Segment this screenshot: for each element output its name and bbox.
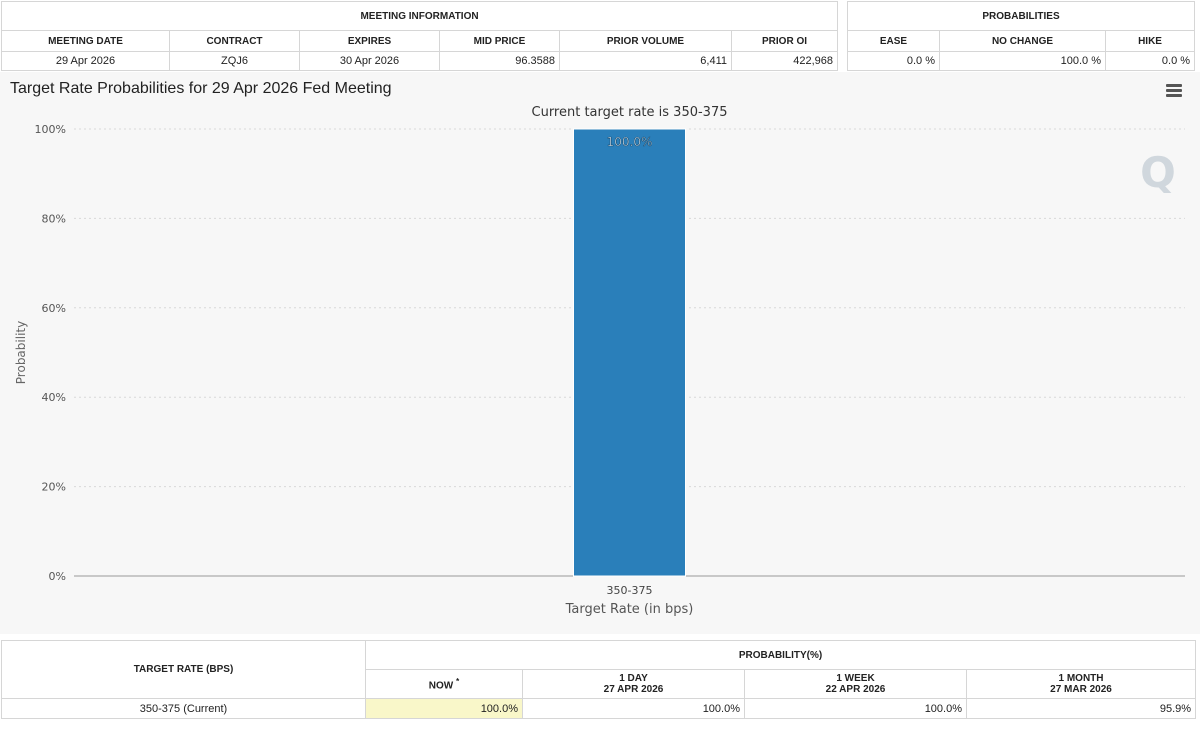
meeting-date-value: 29 Apr 2026 [1, 51, 170, 71]
now-value: 100.0% [365, 698, 523, 719]
chart-panel: Target Rate Probabilities for 29 Apr 202… [0, 72, 1200, 634]
col-ease: EASE [847, 30, 940, 52]
table-row: 350-375 (Current) 100.0% 100.0% 100.0% 9… [1, 698, 1197, 719]
y-tick-label: 60% [42, 302, 66, 315]
y-axis-title: Probability [14, 321, 28, 384]
y-tick-label: 20% [42, 481, 66, 494]
no-change-value: 100.0 % [939, 51, 1106, 71]
col-1-week: 1 WEEK 22 APR 2026 [744, 669, 967, 699]
contract-value: ZQJ6 [169, 51, 300, 71]
period-label: 1 MONTH [1058, 673, 1104, 684]
period-date: 27 MAR 2026 [1050, 684, 1112, 695]
col-hike: HIKE [1104, 30, 1196, 52]
y-tick-label: 0% [49, 570, 66, 583]
probability-header: PROBABILITY(%) [364, 640, 1197, 670]
col-meeting-date: MEETING DATE [1, 30, 170, 52]
chart-subtitle: Current target rate is 350-375 [532, 105, 728, 120]
y-tick-label: 100% [35, 123, 66, 136]
y-tick-label: 80% [42, 212, 66, 225]
col-prior-volume: PRIOR VOLUME [559, 30, 732, 52]
col-prior-oi: PRIOR OI [730, 30, 839, 52]
col-target-rate: TARGET RATE (BPS) [1, 640, 366, 699]
col-no-change: NO CHANGE [939, 30, 1106, 52]
expires-value: 30 Apr 2026 [299, 51, 440, 71]
prior-oi-value: 422,968 [730, 51, 839, 71]
period-label: 1 WEEK [836, 673, 875, 684]
now-marker: * [455, 676, 460, 687]
probabilities-title: PROBABILITIES [846, 1, 1196, 31]
col-1-month: 1 MONTH 27 MAR 2026 [965, 669, 1197, 699]
x-tick-label: 350-375 [607, 584, 653, 597]
week-value: 100.0% [744, 698, 967, 719]
col-now[interactable]: NOW * [365, 669, 523, 699]
table-row: 29 Apr 2026 ZQJ6 30 Apr 2026 96.3588 6,4… [1, 51, 839, 71]
bar-data-label: 100.0% [607, 135, 653, 149]
rate-value: 350-375 (Current) [1, 698, 366, 719]
ease-value: 0.0 % [847, 51, 940, 71]
col-contract: CONTRACT [169, 30, 300, 52]
mid-price-value: 96.3588 [439, 51, 560, 71]
period-date: 27 APR 2026 [603, 684, 664, 695]
table-row: 0.0 % 100.0 % 0.0 % [847, 51, 1196, 71]
day-value: 100.0% [522, 698, 745, 719]
hike-value: 0.0 % [1104, 51, 1196, 71]
col-1-day: 1 DAY 27 APR 2026 [522, 669, 745, 699]
hamburger-menu-icon[interactable] [1166, 84, 1182, 98]
month-value: 95.9% [965, 698, 1197, 719]
col-mid-price: MID PRICE [439, 30, 560, 52]
watermark-logo: Q [1140, 148, 1176, 197]
period-date: 22 APR 2026 [825, 684, 886, 695]
target-rate-table: TARGET RATE (BPS) PROBABILITY(%) NOW * 1… [1, 640, 1197, 719]
chart-title: Target Rate Probabilities for 29 Apr 202… [10, 80, 392, 97]
x-axis-title: Target Rate (in bps) [565, 602, 694, 617]
now-label: NOW [428, 680, 454, 692]
y-tick-label: 40% [42, 391, 66, 404]
probabilities-table: PROBABILITIES EASE NO CHANGE HIKE 0.0 % … [846, 1, 1196, 71]
prior-volume-value: 6,411 [559, 51, 732, 71]
col-expires: EXPIRES [299, 30, 440, 52]
meeting-info-title: MEETING INFORMATION [0, 1, 839, 31]
bar [573, 128, 686, 577]
meeting-info-table: MEETING INFORMATION MEETING DATE CONTRAC… [0, 1, 839, 71]
bar-chart: Current target rate is 350-375 0% 20% 40% 60… [14, 105, 1185, 617]
period-label: 1 DAY [619, 673, 648, 684]
